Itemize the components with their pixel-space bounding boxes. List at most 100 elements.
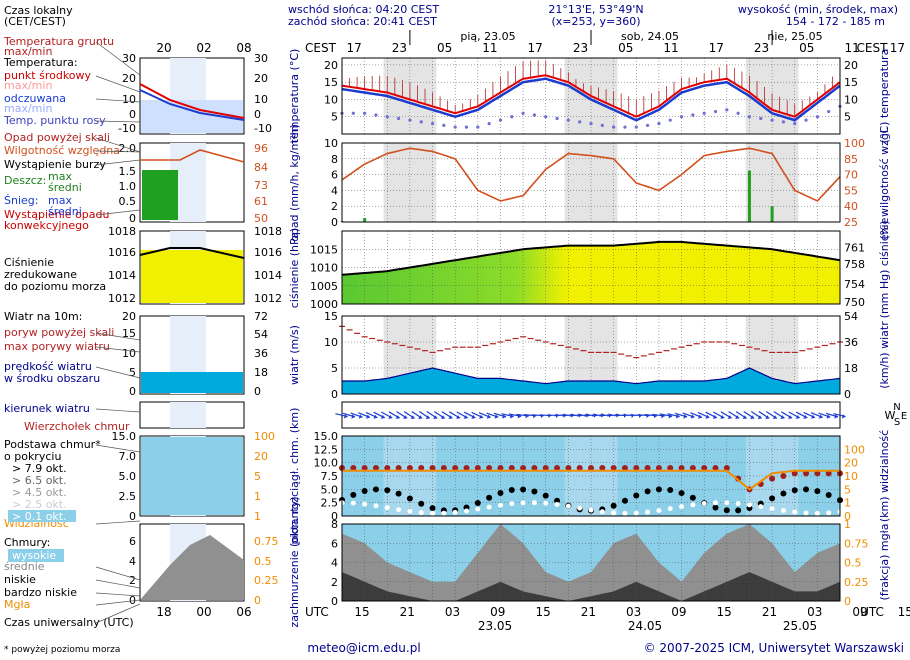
cloud-top-dot <box>667 465 674 471</box>
cloud-base-dot-low <box>667 506 673 512</box>
rain-label: Deszcz: <box>4 174 46 187</box>
wind-arrow <box>365 411 378 419</box>
wind-speed-label2: w środku obszaru <box>4 372 100 385</box>
cloud-top-dot <box>486 465 493 471</box>
temp-ytick: 5 <box>331 111 338 124</box>
dewpoint-dot <box>747 115 752 119</box>
wind-arrow <box>463 411 476 419</box>
dewpoint-dot <box>532 113 537 117</box>
mini-press-tick-right: 1016 <box>254 246 282 259</box>
cloud-base-dot <box>655 486 662 493</box>
wind-arrow-head <box>720 415 725 420</box>
wind-arrow <box>825 412 839 419</box>
mini-temp-tick: 30 <box>122 52 136 65</box>
wind-arrow-head <box>456 415 461 420</box>
cloud-base-dot <box>678 490 685 497</box>
clouds-label: Chmury: <box>4 536 50 549</box>
midpoint-label: punkt środkowy <box>4 69 92 82</box>
dewpoint-dot <box>657 122 661 126</box>
mini-temp-tick-right: 30 <box>254 52 268 65</box>
cloud-top-dot <box>655 465 662 471</box>
cloud-base-dot-low <box>679 504 685 510</box>
clouds-vlow-label: bardzo niskie <box>4 586 77 599</box>
okt-label: > 0.1 okt. <box>12 510 67 523</box>
cloud-top-dot <box>418 465 425 471</box>
humid-ytick: 70 <box>844 169 858 182</box>
utc-hour-tick: 03 <box>807 605 822 619</box>
utc-label-right: UTC <box>860 605 884 619</box>
temperature-label: Temperatura: <box>3 56 78 69</box>
wind-arrow <box>478 412 491 419</box>
dewpoint-dot <box>396 116 401 121</box>
cloud-top-dot <box>429 465 436 471</box>
vis-axis-label: (km) widzialność <box>878 430 891 522</box>
legend-leader <box>95 120 141 123</box>
mini-cover-fill <box>140 535 244 600</box>
wind-arrow <box>380 411 393 420</box>
snow-mid-label: średni <box>48 205 82 218</box>
day-label-bottom: 23.05 <box>478 619 512 633</box>
cloud-base-dot <box>825 491 832 498</box>
cloud-base-dot-low <box>645 509 651 515</box>
legend-leader <box>95 599 141 606</box>
temp-ytick-right: 5 <box>844 111 851 124</box>
utc-hour-tick: 15 <box>717 605 732 619</box>
mini-fog-tick: 0 <box>254 594 261 607</box>
wind-title-label: Wiatr na 10m: <box>4 310 82 323</box>
mini-wind-tick: 20 <box>122 310 136 323</box>
mini-night-band <box>170 402 206 428</box>
wind-arrow <box>350 412 363 419</box>
dewpoint-dot <box>566 118 570 122</box>
dewpoint-dot <box>453 125 457 129</box>
cloud-base-dot <box>395 490 402 497</box>
wind-arrow <box>373 411 386 419</box>
cloud-top-dot <box>463 465 470 471</box>
compass-e: E <box>901 411 907 422</box>
cloud-base-dot-low <box>633 510 639 516</box>
cloud-ytick: 5.0 <box>321 483 339 496</box>
mini-cover-tick: 0 <box>129 594 136 607</box>
cloud-base-dot-low <box>554 501 560 507</box>
cloud-base-dot-low <box>826 510 832 516</box>
wind-arrow-head <box>425 415 430 420</box>
legend-leader <box>95 159 141 166</box>
cloud-base-dot-low <box>758 504 764 510</box>
humid-ytick: 55 <box>844 184 858 197</box>
wind-arrow <box>456 411 469 420</box>
cloud-base-dot <box>372 486 379 493</box>
wind-ytick: 15 <box>324 310 338 323</box>
clouds-mid-label: średnie <box>4 560 45 573</box>
wind-arrow-head <box>440 415 445 420</box>
mini-precip-bars <box>142 170 178 220</box>
panel-frame-cover <box>341 523 841 602</box>
local-hour-tick: 05 <box>437 41 452 55</box>
vis-ytick: 100 <box>844 443 865 456</box>
compass-s: S <box>894 417 900 428</box>
cloud-base-dot <box>497 489 504 496</box>
dewpoint-dot <box>668 118 672 122</box>
mini-wind-tick: 10 <box>122 347 136 360</box>
cloud-base-dot-low <box>577 505 583 511</box>
utc-hour-tick: 09 <box>490 605 505 619</box>
cloud-top-label: Wierzchołek chmur <box>24 420 130 433</box>
wind-arrow <box>818 412 831 419</box>
day-label-bottom: 24.05 <box>628 619 662 633</box>
dewpoint-dot <box>351 111 355 115</box>
cloud-base-dot <box>361 488 368 495</box>
wind-arrow-head <box>433 415 438 420</box>
perceived-temp-line <box>341 77 841 122</box>
press-ytick-right: 758 <box>844 258 865 271</box>
cloud-base-dot-low <box>588 507 594 513</box>
cloud-top-dot <box>644 465 651 471</box>
mini-wind-tick: 0 <box>129 385 136 398</box>
fog-ytick: 0 <box>844 595 851 608</box>
precip-bar <box>363 218 367 222</box>
footnote: * powyżej poziomu morza <box>4 645 120 655</box>
wind-dir-label: kierunek wiatru <box>4 402 90 415</box>
mini-perceived-line <box>139 89 245 121</box>
legend-leader <box>95 75 141 93</box>
mini-press-tick-right: 1012 <box>254 292 282 305</box>
wind-arrow-head <box>712 414 717 419</box>
mini-cover-tick: 2 <box>129 574 136 587</box>
sunset-text: zachód słońca: 20:41 CEST <box>288 15 437 28</box>
